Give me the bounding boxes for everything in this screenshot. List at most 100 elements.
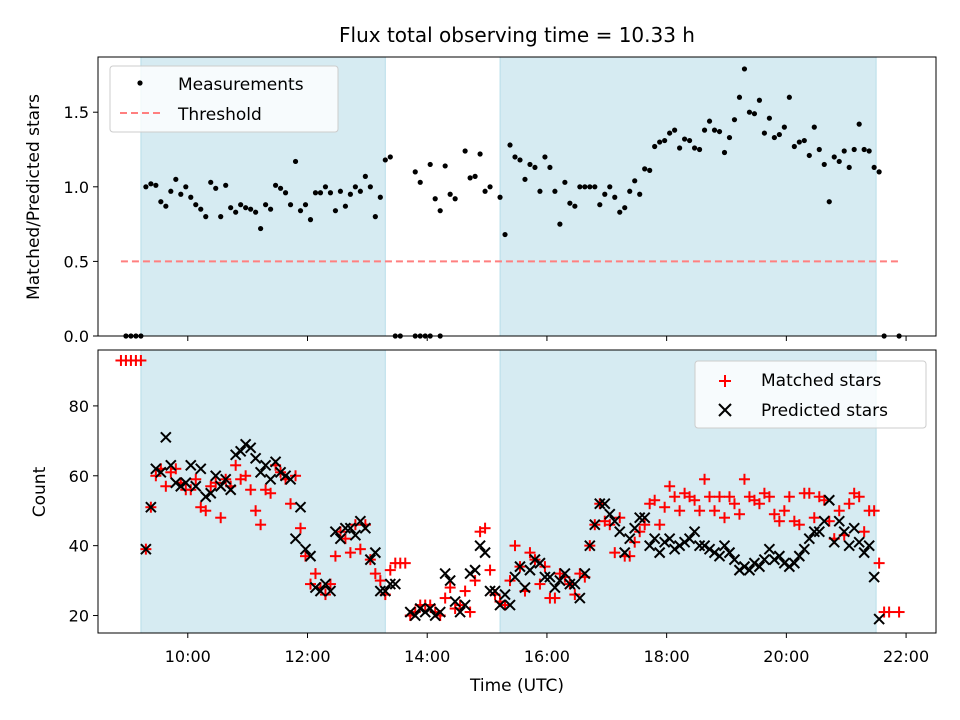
measurement-point bbox=[267, 206, 274, 212]
measurement-point bbox=[213, 185, 219, 191]
measurement-point bbox=[791, 143, 797, 150]
measurement-point bbox=[696, 146, 703, 153]
x-tick-label: 12:00 bbox=[284, 647, 330, 666]
measurement-point bbox=[851, 146, 857, 153]
matched-star-point bbox=[549, 592, 561, 604]
predicted-star-point bbox=[843, 539, 855, 552]
predicted-star-point bbox=[244, 442, 257, 454]
matched-star-point bbox=[674, 505, 686, 517]
measurement-point bbox=[582, 184, 588, 190]
predicted-star-point bbox=[494, 599, 506, 611]
measurement-point bbox=[741, 66, 748, 72]
predicted-star-point bbox=[145, 501, 157, 513]
bottom-panel: 20 40 60 80 10:00 12:00 14:00 16:00 18:00 20:00 2… bbox=[30, 349, 937, 696]
matched-star-point bbox=[444, 582, 456, 594]
predicted-star-point bbox=[229, 449, 242, 461]
predicted-star-point bbox=[793, 550, 806, 562]
measurement-point bbox=[287, 202, 294, 208]
predicted-star-point bbox=[210, 470, 222, 482]
matched-star-point bbox=[439, 592, 451, 604]
predicted-star-point bbox=[768, 553, 781, 566]
measurement-point bbox=[188, 194, 194, 200]
matched-star-point bbox=[329, 550, 341, 562]
predicted-star-point bbox=[698, 539, 711, 552]
predicted-star-point bbox=[185, 459, 197, 472]
predicted-star-point bbox=[489, 585, 501, 597]
measurement-point bbox=[657, 139, 663, 145]
predicted-star-point bbox=[853, 536, 865, 548]
measurement-point bbox=[447, 191, 453, 197]
predicted-star-point bbox=[469, 564, 481, 576]
predicted-star-point bbox=[374, 585, 387, 597]
matched-star-point bbox=[509, 540, 521, 552]
matched-star-point bbox=[604, 519, 616, 531]
measurement-point bbox=[766, 115, 772, 121]
predicted-star-point bbox=[663, 532, 676, 545]
shaded-interval-1 bbox=[140, 349, 386, 634]
x-tick-label: 10:00 bbox=[165, 647, 211, 666]
predicted-star-point bbox=[584, 539, 596, 552]
matched-star-point bbox=[853, 491, 865, 503]
measurement-point bbox=[746, 109, 753, 115]
predicted-star-point bbox=[329, 525, 342, 538]
predicted-star-point bbox=[200, 491, 212, 503]
predicted-star-point bbox=[653, 546, 666, 559]
predicted-star-point bbox=[788, 557, 801, 569]
measurement-point bbox=[452, 196, 458, 202]
measurement-point bbox=[218, 214, 224, 220]
measurement-point bbox=[796, 139, 802, 145]
predicted-star-point bbox=[718, 539, 731, 552]
measurement-point bbox=[462, 148, 468, 154]
measurement-point bbox=[821, 161, 827, 168]
measurement-point bbox=[587, 184, 593, 190]
predicted-star-point bbox=[778, 557, 791, 569]
predicted-star-point bbox=[299, 543, 312, 555]
measurement-point bbox=[706, 118, 713, 124]
predicted-star-point bbox=[798, 543, 811, 555]
predicted-star-point bbox=[215, 480, 227, 492]
predicted-star-point bbox=[524, 564, 536, 576]
matched-star-point bbox=[230, 459, 242, 471]
measurement-point bbox=[861, 146, 867, 153]
measurement-point bbox=[771, 134, 777, 141]
y-tick-label: 1.0 bbox=[64, 178, 89, 197]
measurement-point bbox=[502, 231, 508, 238]
measurement-point bbox=[716, 128, 723, 135]
bottom-plot-frame bbox=[97, 349, 937, 634]
bottom-y-ticks: 20 40 60 80 bbox=[69, 397, 98, 626]
predicted-star-point bbox=[708, 546, 721, 559]
measurement-point bbox=[282, 190, 289, 196]
shaded-interval-2 bbox=[499, 56, 877, 337]
matched-star-point bbox=[634, 526, 646, 538]
measurement-point bbox=[198, 206, 204, 212]
measurement-point bbox=[617, 209, 623, 215]
matched-star-point bbox=[479, 522, 491, 534]
measurement-point bbox=[477, 151, 483, 157]
measurement-point bbox=[647, 167, 653, 173]
predicted-star-point bbox=[274, 466, 287, 478]
predicted-star-point bbox=[643, 539, 656, 552]
matched-star-point bbox=[245, 484, 257, 496]
measurement-point bbox=[677, 145, 683, 151]
predicted-star-point bbox=[599, 498, 611, 510]
measurement-point bbox=[627, 188, 633, 194]
matched-star-point bbox=[255, 519, 267, 531]
predicted-star-point bbox=[224, 484, 237, 496]
matched-star-point bbox=[714, 491, 726, 503]
matched-star-point bbox=[539, 561, 551, 573]
matched-star-point bbox=[250, 505, 262, 517]
predicted-star-point bbox=[439, 567, 451, 580]
chart-title: Flux total observing time = 10.33 h bbox=[339, 23, 695, 47]
matched-star-point bbox=[803, 487, 815, 499]
predicted-star-point bbox=[559, 567, 571, 580]
matched-star-point bbox=[240, 470, 252, 482]
predicted-star-point bbox=[833, 515, 845, 527]
measurement-point bbox=[223, 182, 229, 188]
predicted-star-point bbox=[728, 553, 741, 566]
predicted-star-point bbox=[638, 511, 651, 524]
matched-star-point bbox=[374, 575, 386, 587]
predicted-star-point bbox=[294, 501, 307, 513]
bottom-legend-box bbox=[694, 360, 927, 429]
measurement-point bbox=[472, 173, 478, 179]
matched-star-point bbox=[210, 477, 222, 489]
